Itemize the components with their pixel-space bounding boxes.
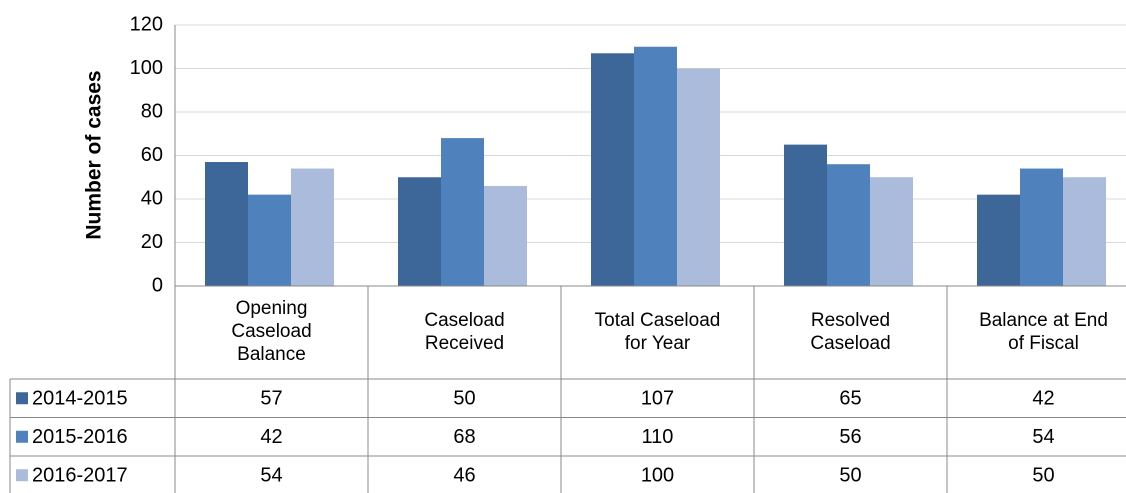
y-tick-label: 80 (141, 100, 163, 122)
table-value: 56 (839, 426, 861, 448)
bar (484, 185, 527, 286)
table-value: 42 (1032, 388, 1054, 410)
table-value: 46 (453, 465, 475, 487)
y-tick-label: 100 (130, 57, 163, 79)
category-cell: Total Caseload for Year (594, 309, 721, 354)
table-value: 54 (1032, 426, 1054, 448)
x-tick-label: Resolved Caseload (810, 309, 891, 354)
bar (1063, 177, 1106, 286)
table-value: 57 (260, 388, 282, 410)
category-cell: Caseload Received (424, 309, 505, 354)
legend-swatch (16, 469, 28, 482)
table-value: 110 (642, 426, 674, 448)
legend-swatch (16, 430, 28, 443)
bar (784, 144, 827, 286)
bar (1020, 168, 1063, 286)
bar (398, 177, 441, 286)
y-axis-title: Number of cases (83, 70, 106, 239)
x-tick-label: Opening Caseload Balance (231, 298, 312, 365)
legend-swatch (16, 392, 28, 405)
legend-label: 2014-2015 (32, 388, 128, 410)
table-value: 50 (839, 465, 861, 487)
y-tick-label: 60 (141, 144, 163, 166)
legend-label: 2015-2016 (32, 426, 128, 448)
y-tick-label: 120 (130, 13, 163, 35)
x-tick-label: Caseload Received (424, 309, 505, 354)
bar (248, 194, 291, 286)
x-tick-label: Balance at End of Fiscal (979, 309, 1108, 354)
bar (870, 177, 913, 286)
legend-label: 2016-2017 (32, 465, 128, 487)
table-value: 107 (641, 388, 674, 410)
y-tick-label: 40 (141, 187, 163, 209)
bar (591, 53, 634, 287)
table-value: 65 (839, 388, 861, 410)
category-cell: Opening Caseload Balance (231, 298, 312, 365)
table-value: 100 (641, 465, 674, 487)
table-value: 42 (260, 426, 282, 448)
table-value: 50 (453, 388, 475, 410)
bar (827, 164, 870, 286)
bar (291, 168, 334, 286)
x-tick-label: Total Caseload for Year (594, 309, 721, 354)
y-tick-label: 0 (152, 274, 163, 296)
category-cell: Resolved Caseload (810, 309, 891, 354)
table-value: 68 (453, 426, 475, 448)
table-value: 50 (1032, 465, 1054, 487)
y-tick-label: 20 (141, 231, 163, 253)
category-cell: Balance at End of Fiscal (979, 309, 1108, 354)
bar (977, 194, 1020, 286)
bar (441, 138, 484, 286)
table-value: 54 (260, 465, 282, 487)
bar (634, 46, 677, 286)
bar (205, 162, 248, 286)
bar (677, 68, 720, 286)
